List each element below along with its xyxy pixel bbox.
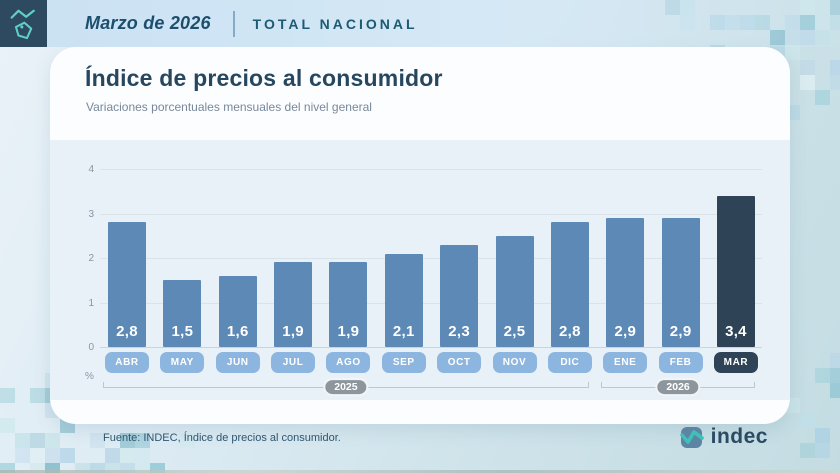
- bar-value-label: 2,5: [503, 323, 526, 340]
- gridline: [100, 213, 762, 215]
- y-axis-tick-label: 2: [88, 253, 94, 264]
- y-axis-tick-label: 0: [88, 342, 94, 353]
- month-pill: OCT: [437, 352, 482, 373]
- price-tag-icon: [14, 21, 32, 39]
- y-axis-tick-label: 3: [88, 208, 94, 220]
- bar-value-label: 3,4: [725, 323, 747, 340]
- month-pill: ENE: [603, 352, 648, 373]
- header-divider: [232, 10, 235, 37]
- bar-value-label: 1,9: [282, 323, 304, 340]
- year-pill: 2025: [323, 378, 369, 397]
- bar: [274, 262, 313, 347]
- month-pill: AGO: [326, 352, 371, 373]
- report-date: Marzo de 2026: [85, 13, 211, 33]
- bar: [661, 217, 700, 347]
- chart-panel: 0 1 2 3 4% 2,8 ABR 1,5 MAY 1,6 JUN 1,9 JUL 1,9 AGO 2,1 S…: [50, 140, 790, 400]
- indec-app-logo: [0, 0, 47, 47]
- y-axis-tick-label: 1: [88, 297, 94, 309]
- page-title: Índice de precios al consumidor: [85, 65, 443, 91]
- bar-value-label: 2,9: [669, 323, 692, 340]
- logo-glyph: [10, 9, 35, 39]
- year-pill: 2026: [655, 378, 701, 397]
- zigzag-line-icon: [10, 9, 35, 19]
- indec-logo: indec: [679, 424, 768, 450]
- report-scope: TOTAL NACIONAL: [252, 15, 418, 32]
- month-pill: JUN: [215, 352, 260, 373]
- gridline: [100, 258, 762, 259]
- bottom-strip: [0, 470, 840, 473]
- page-subtitle: Variaciones porcentuales mensuales del n…: [86, 100, 372, 114]
- content-card: Índice de precios al consumidor Variacio…: [50, 47, 790, 424]
- indec-logo-text: indec: [710, 425, 768, 448]
- bar: [606, 217, 645, 347]
- bar: [440, 244, 479, 347]
- month-pill: MAR: [713, 352, 758, 373]
- month-pill: JUL: [271, 352, 316, 373]
- check-line-icon: [679, 430, 704, 444]
- month-pill: ABR: [105, 352, 149, 373]
- month-pill: DIC: [547, 352, 592, 373]
- gridline: [100, 169, 762, 170]
- y-axis-tick-label: 4: [88, 164, 94, 175]
- bar: [163, 280, 202, 347]
- bar-value-label: 2,8: [558, 323, 581, 340]
- bar-value-label: 2,1: [392, 323, 415, 340]
- month-pill: FEB: [658, 352, 703, 373]
- bar: [218, 275, 257, 347]
- bar: [550, 222, 589, 347]
- bar: [329, 262, 368, 347]
- bar-value-label: 1,9: [337, 323, 360, 340]
- bar-value-label: 1,5: [171, 323, 194, 340]
- gridline: [100, 302, 762, 304]
- gridline: [100, 347, 762, 348]
- bar-value-label: 2,3: [448, 323, 471, 340]
- bar-value-label: 2,9: [614, 323, 637, 340]
- indec-logo-icon: [679, 427, 704, 448]
- header-bar: Marzo de 2026 TOTAL NACIONAL: [47, 0, 840, 47]
- month-pill: SEP: [381, 352, 426, 373]
- bar: [716, 195, 755, 347]
- bar: [384, 253, 423, 347]
- month-pill: NOV: [492, 352, 537, 373]
- percent-axis-label: %: [85, 371, 94, 382]
- month-pill: MAY: [160, 352, 205, 373]
- bar: [108, 222, 146, 347]
- bar: [495, 235, 534, 347]
- bar-value-label: 2,8: [116, 323, 138, 340]
- footer-source: Fuente: INDEC, Índice de precios al cons…: [103, 432, 341, 444]
- bar-value-label: 1,6: [226, 323, 249, 340]
